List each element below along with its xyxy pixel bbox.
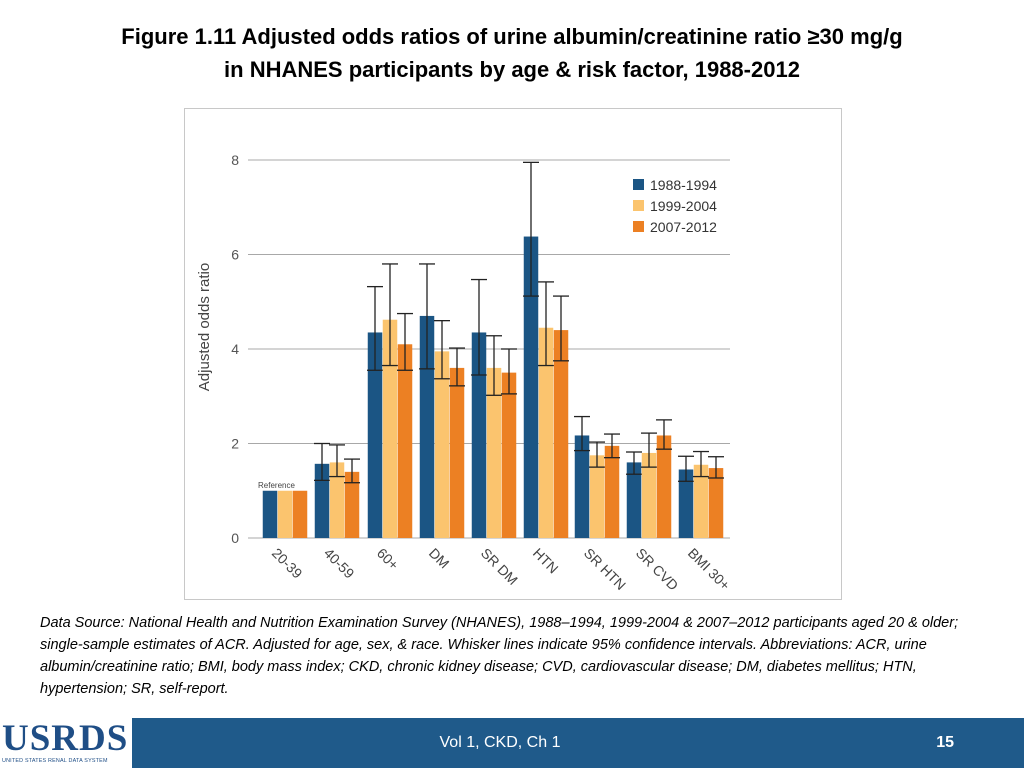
bar xyxy=(344,471,360,538)
reference-label: Reference xyxy=(258,481,295,490)
bar xyxy=(641,452,657,538)
page-number: 15 xyxy=(936,734,954,751)
bar xyxy=(656,435,672,538)
footer-bar: USRDS UNITED STATES RENAL DATA SYSTEM Vo… xyxy=(0,718,1024,768)
x-tick-label: 40-59 xyxy=(321,545,358,582)
usrds-logo-subtext: UNITED STATES RENAL DATA SYSTEM xyxy=(2,758,108,764)
slide-title: Figure 1.11 Adjusted odds ratios of urin… xyxy=(0,20,1024,86)
bar xyxy=(523,236,539,539)
x-tick-label: 60+ xyxy=(374,545,402,573)
y-axis-label: Adjusted odds ratio xyxy=(196,263,213,391)
bar xyxy=(277,490,293,538)
y-tick-label: 8 xyxy=(231,152,239,168)
bar xyxy=(419,315,435,538)
bar xyxy=(434,351,450,538)
data-source-caption: Data Source: National Health and Nutriti… xyxy=(40,615,959,697)
x-tick-label: DM xyxy=(426,545,453,572)
bar xyxy=(486,367,502,538)
x-tick-label: SR HTN xyxy=(581,545,629,593)
bar xyxy=(604,445,620,538)
legend-swatch xyxy=(633,179,644,190)
bar xyxy=(329,462,345,538)
legend-label: 1988-1994 xyxy=(650,177,717,193)
x-tick-label: HTN xyxy=(530,545,562,577)
bar xyxy=(314,463,330,538)
bar xyxy=(501,372,517,538)
bar xyxy=(449,367,465,538)
bar xyxy=(553,330,569,538)
legend-swatch xyxy=(633,200,644,211)
bar xyxy=(708,468,724,538)
x-tick-label: BMI 30+ xyxy=(685,545,733,593)
bar xyxy=(262,490,278,538)
slide-title-line-2: in NHANES participants by age & risk fac… xyxy=(224,57,800,82)
bar-chart: 0 2 4 6 8 Adjusted odds ratio Reference 20-39 40… xyxy=(196,152,733,594)
x-tick-label: SR DM xyxy=(478,545,521,588)
footer-volume-label: Vol 1, CKD, Ch 1 xyxy=(439,734,561,751)
x-tick-label: SR CVD xyxy=(633,545,682,594)
bar xyxy=(574,435,590,538)
bar xyxy=(678,469,694,538)
legend-label: 1999-2004 xyxy=(650,198,717,214)
y-tick-label: 4 xyxy=(231,341,239,357)
bar xyxy=(693,464,709,538)
bar xyxy=(397,344,413,538)
bar xyxy=(471,332,487,538)
legend-label: 2007-2012 xyxy=(650,219,717,235)
bar xyxy=(382,319,398,538)
chart-panel: 0 2 4 6 8 Adjusted odds ratio Reference 20-39 40… xyxy=(184,108,842,600)
bar xyxy=(589,455,605,538)
legend-swatch xyxy=(633,221,644,232)
slide-title-line-1: Figure 1.11 Adjusted odds ratios of urin… xyxy=(121,24,903,49)
bar xyxy=(292,490,308,538)
bar xyxy=(538,327,554,538)
usrds-logo-text: USRDS xyxy=(2,718,129,759)
y-tick-label: 2 xyxy=(231,436,239,452)
y-tick-label: 6 xyxy=(231,247,239,263)
bar xyxy=(626,462,642,538)
y-tick-label: 0 xyxy=(231,530,239,546)
usrds-logo: USRDS UNITED STATES RENAL DATA SYSTEM xyxy=(0,718,132,768)
bar xyxy=(367,332,383,538)
x-tick-label: 20-39 xyxy=(269,545,306,582)
